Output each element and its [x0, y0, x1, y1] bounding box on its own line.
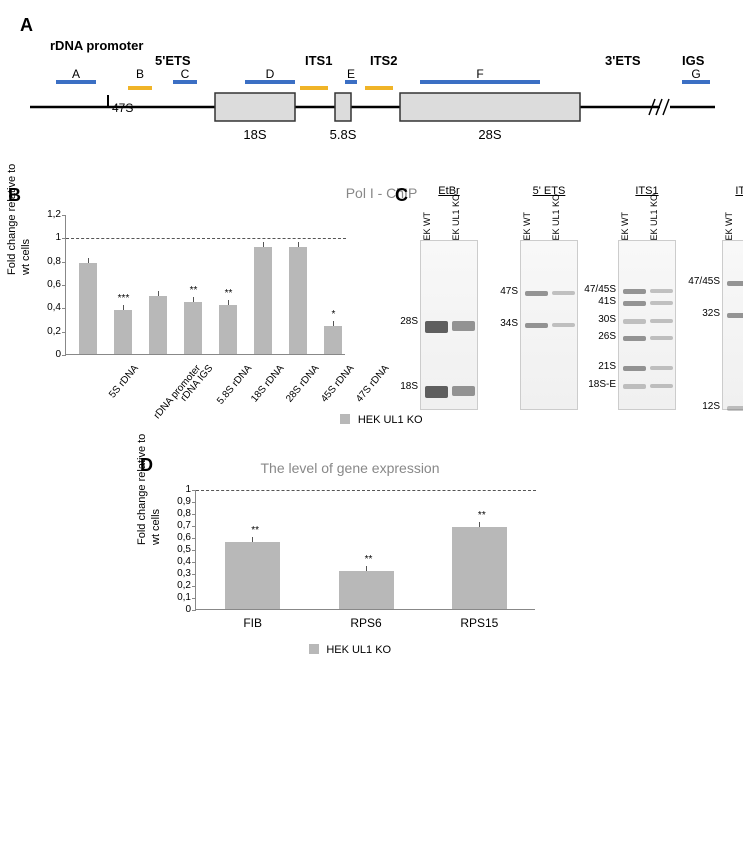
svg-text:E: E — [347, 67, 355, 81]
panel-d-ylabel1: Fold change relative to — [136, 434, 148, 545]
panel-d-title: The level of gene expression — [140, 460, 560, 476]
svg-text:5.8S: 5.8S — [330, 127, 357, 142]
svg-text:B: B — [136, 67, 144, 81]
figure-root: A 47S 18S 5.8S 28S A C D E F G BrDNA promoter 5'ETS… — [0, 5, 743, 675]
legend-swatch — [340, 414, 350, 424]
bar — [452, 527, 507, 609]
panel-d: The level of gene expression Fold change… — [140, 455, 560, 665]
svg-text:3'ETS: 3'ETS — [605, 53, 641, 68]
svg-text:C: C — [181, 67, 190, 81]
svg-text:18S: 18S — [243, 127, 266, 142]
legend-text: HEK UL1 KO — [326, 644, 391, 656]
panel-a: 47S 18S 5.8S 28S A C D E F G BrDNA promoter 5'ETS IT… — [0, 15, 743, 155]
svg-text:A: A — [72, 67, 80, 81]
svg-text:G: G — [691, 67, 700, 81]
svg-text:rDNA promoter: rDNA promoter — [50, 38, 143, 53]
legend-swatch — [309, 644, 319, 654]
panel-d-plot: 00,10,20,30,40,50,60,70,80,91**FIB**RPS6… — [195, 490, 535, 610]
bar — [225, 542, 280, 609]
svg-text:F: F — [476, 67, 483, 81]
bar — [79, 263, 97, 354]
svg-text:ITS2: ITS2 — [370, 53, 397, 68]
bar — [114, 310, 132, 354]
svg-text:IGS: IGS — [682, 53, 705, 68]
panel-b-plot: 00,20,40,60,811,25S rDNA***rDNA promoter… — [65, 215, 345, 355]
bar — [289, 247, 307, 354]
svg-text:D: D — [266, 67, 275, 81]
svg-text:5'ETS: 5'ETS — [155, 53, 191, 68]
bar — [254, 247, 272, 354]
bar — [149, 296, 167, 354]
bar — [339, 571, 394, 609]
svg-text:ITS1: ITS1 — [305, 53, 332, 68]
panel-c: EtBrHEK WTHEK UL1 KO28S18S5' ETSHEK WTHE… — [365, 185, 735, 435]
svg-text:28S: 28S — [478, 127, 501, 142]
svg-text:47S: 47S — [112, 101, 133, 115]
bar — [324, 326, 342, 354]
panel-d-legend: HEK UL1 KO — [140, 640, 560, 658]
bar — [184, 302, 202, 355]
bar — [219, 305, 237, 354]
panel-b-ylabel1: Fold change relative to — [6, 164, 18, 275]
